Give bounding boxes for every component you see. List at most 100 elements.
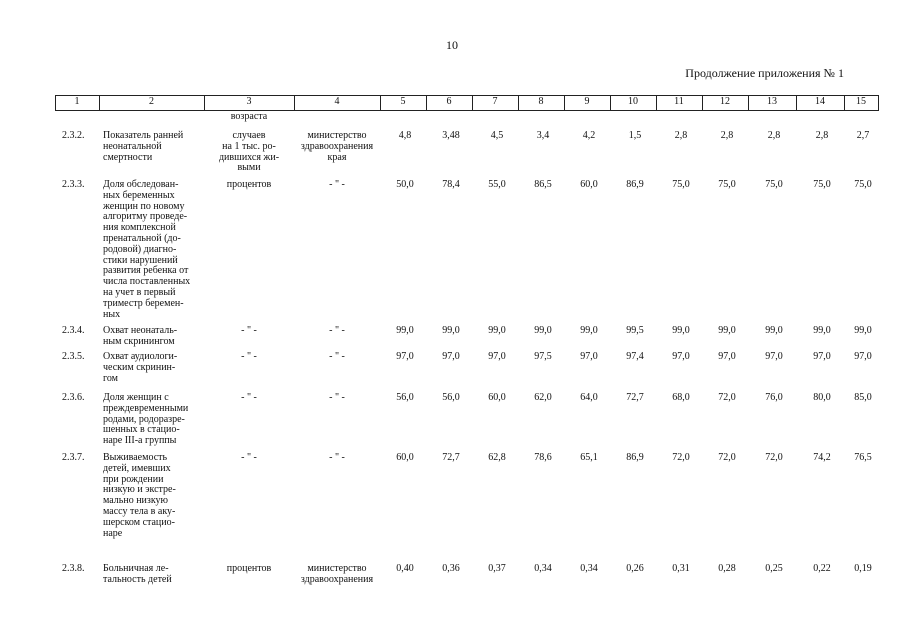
unit-text: процентов	[226, 563, 272, 574]
value-cell: 62,0	[534, 392, 552, 403]
indicator-name: смертности	[103, 151, 153, 163]
column-number: 3	[246, 96, 252, 107]
indicator-name: числа поставленных	[103, 276, 191, 288]
value-cell: 60,0	[488, 392, 506, 403]
indicator-name: Больничная ле-	[103, 563, 169, 574]
column-number: 6	[446, 96, 452, 107]
rule	[380, 95, 381, 111]
rule	[99, 95, 100, 111]
rule	[294, 95, 295, 111]
column-number: 11	[674, 96, 684, 107]
indicator-name: пренатальной (до-	[103, 233, 181, 244]
value-cell: 85,0	[854, 392, 872, 403]
continuation-note: Продолжение приложения № 1	[685, 66, 844, 80]
value-cell: 97,0	[396, 351, 414, 362]
unit-text: возраста	[230, 111, 268, 122]
value-cell: 99,0	[534, 325, 552, 336]
row-number: 2.3.7.	[62, 452, 85, 463]
indicator-name: родами, родоразре-	[103, 413, 185, 425]
row-number: 2.3.5.	[62, 351, 85, 362]
value-cell: 99,0	[396, 325, 414, 336]
value-cell: 86,9	[626, 179, 644, 190]
unit-text: случаев	[232, 130, 266, 141]
unit-text: - " -	[241, 351, 257, 362]
value-cell: 64,0	[580, 392, 598, 403]
value-cell: 65,1	[580, 452, 598, 463]
row-number: 2.3.2.	[62, 130, 85, 141]
indicator-name: женщин по новому	[103, 200, 185, 212]
rule	[55, 95, 878, 96]
unit-text: на 1 тыс. ро-	[222, 140, 276, 152]
indicator-name: развития ребенка от	[103, 265, 189, 277]
indicator-name: преждевременными	[103, 402, 189, 414]
value-cell: 76,5	[854, 452, 872, 463]
value-cell: 72,0	[718, 452, 736, 463]
value-cell: 72,0	[765, 452, 783, 463]
value-cell: 72,7	[442, 452, 460, 463]
responsible-text: - " -	[329, 325, 345, 336]
column-number: 10	[628, 96, 638, 107]
value-cell: 0,37	[488, 563, 506, 574]
indicator-name: гом	[103, 372, 118, 384]
indicator-name: Показатель ранней	[103, 130, 184, 141]
unit-text: выми	[237, 162, 261, 174]
rule	[55, 110, 878, 111]
value-cell: 0,36	[442, 563, 460, 574]
value-cell: 0,28	[718, 563, 736, 574]
row-number: 2.3.6.	[62, 392, 85, 403]
value-cell: 97,0	[718, 351, 736, 362]
value-cell: 0,19	[854, 563, 872, 574]
value-cell: 97,0	[442, 351, 460, 362]
value-cell: 0,26	[626, 563, 644, 574]
rule	[472, 95, 473, 111]
value-cell: 2,8	[674, 130, 688, 141]
rule	[844, 95, 845, 111]
value-cell: 97,0	[580, 351, 598, 362]
value-cell: 0,40	[396, 563, 414, 574]
responsible-text: - " -	[329, 179, 345, 190]
indicator-name: неонатальной	[103, 140, 162, 152]
value-cell: 2,8	[720, 130, 734, 141]
value-cell: 99,5	[626, 325, 644, 336]
column-number: 5	[400, 96, 406, 107]
indicator-name: ния комплексной	[103, 222, 176, 234]
rule	[564, 95, 565, 111]
rule	[656, 95, 657, 111]
indicator-name: шенных в стацио-	[103, 424, 180, 436]
value-cell: 99,0	[580, 325, 598, 336]
value-cell: 75,0	[672, 179, 690, 190]
column-number: 8	[538, 96, 544, 107]
responsible-text: министерство	[307, 130, 367, 141]
indicator-name: Выживаемость	[103, 452, 168, 463]
value-cell: 76,0	[765, 392, 783, 403]
value-cell: 4,8	[398, 130, 412, 141]
value-cell: 99,0	[765, 325, 783, 336]
indicator-name: ным скринингом	[103, 335, 175, 347]
rule	[796, 95, 797, 111]
rule	[748, 95, 749, 111]
unit-text: - " -	[241, 452, 257, 463]
column-number: 1	[74, 96, 80, 107]
value-cell: 4,2	[582, 130, 596, 141]
value-cell: 97,0	[488, 351, 506, 362]
value-cell: 72,0	[718, 392, 736, 403]
value-cell: 50,0	[396, 179, 414, 190]
value-cell: 75,0	[718, 179, 736, 190]
value-cell: 97,5	[534, 351, 552, 362]
responsible-text: - " -	[329, 452, 345, 463]
responsible-text: - " -	[329, 351, 345, 362]
value-cell: 97,0	[672, 351, 690, 362]
value-cell: 75,0	[854, 179, 872, 190]
indicator-name: ных беременных	[103, 189, 175, 201]
responsible-text: края	[327, 151, 347, 163]
indicator-name: Доля обследован-	[103, 179, 179, 190]
rule	[610, 95, 611, 111]
value-cell: 56,0	[396, 392, 414, 403]
value-cell: 3,48	[442, 130, 460, 141]
value-cell: 86,9	[626, 452, 644, 463]
column-number: 14	[815, 96, 825, 107]
column-number: 13	[767, 96, 777, 107]
indicator-name: шерском стацио-	[103, 516, 175, 528]
value-cell: 2,8	[815, 130, 829, 141]
